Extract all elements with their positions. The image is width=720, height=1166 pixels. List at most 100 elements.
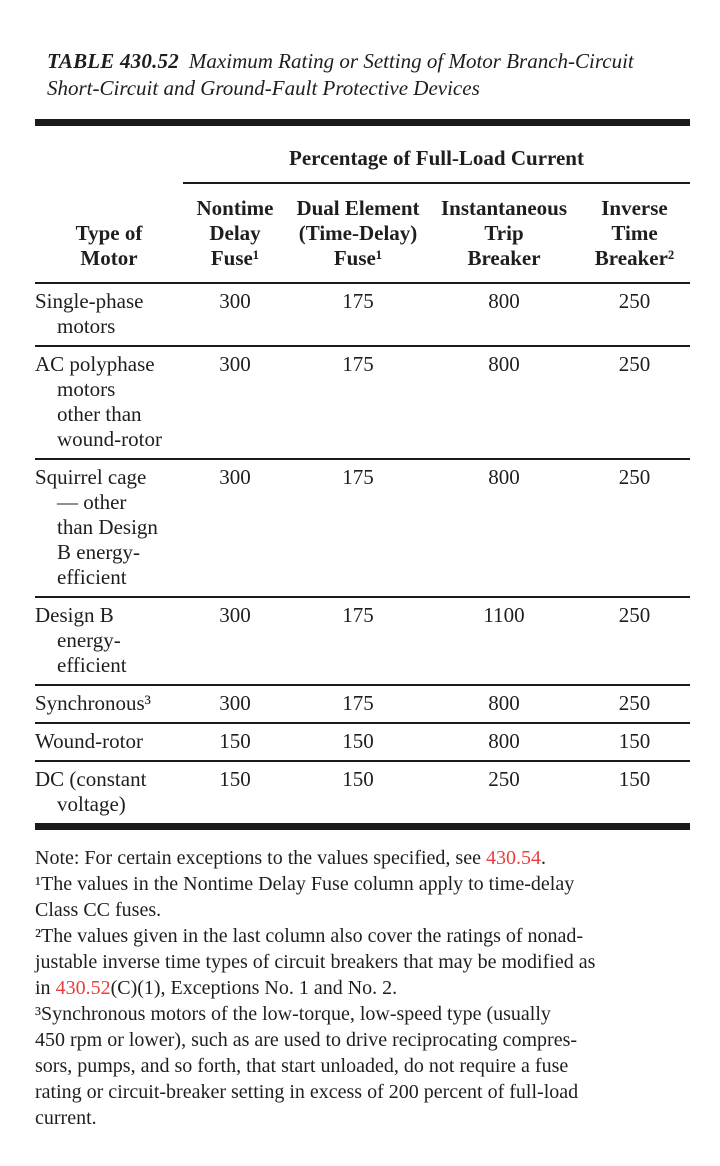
cell-value: 300 [219, 289, 251, 313]
row-label: Wound-rotor [35, 729, 183, 754]
column-header: Type of Motor [35, 221, 183, 271]
cell-value: 250 [488, 767, 520, 791]
note: ³Synchronous motors of the low-torque, l… [35, 1001, 690, 1131]
column-header-line: Trip [484, 221, 524, 245]
cell-value: 250 [618, 465, 651, 489]
note-text: ²The values given in the last column als… [35, 925, 584, 947]
row-label-line: motors [57, 377, 116, 401]
note-line: Class CC fuses. [35, 897, 690, 923]
cell-value: 300 [219, 465, 251, 489]
note-line: ¹The values in the Nontime Delay Fuse co… [35, 871, 690, 897]
cell-value: 175 [342, 465, 374, 489]
code-reference-link[interactable]: 430.52 [55, 977, 111, 999]
row-label: Squirrel cage — other than Design B energy-… [35, 465, 183, 590]
note-text: . [540, 847, 546, 869]
column-header-line: Dual Element [296, 196, 420, 220]
table-row: DC (constant voltage) 150 150 250 150 [35, 762, 690, 823]
row-label: DC (constant voltage) [35, 767, 183, 817]
cell-value: 175 [342, 289, 374, 313]
row-label-line: other than [57, 402, 142, 426]
note-line: 450 rpm or lower), such as are used to d… [35, 1027, 690, 1053]
table-row: AC polyphase motors other than wound-rotor 3… [35, 347, 690, 460]
note-line: justable inverse time types of circuit b… [35, 949, 690, 975]
table-number: TABLE 430.52 [47, 49, 179, 73]
row-label-line: Squirrel cage [35, 465, 147, 489]
column-header: Instantaneous Trip Breaker [429, 196, 579, 271]
note-line: sors, pumps, and so forth, that start un… [35, 1053, 690, 1079]
cell-value: 150 [342, 729, 374, 753]
cell-value: 250 [618, 691, 651, 715]
table-title: TABLE 430.52 Maximum Rating or Setting of… [47, 48, 667, 102]
row-label-line: voltage) [57, 792, 126, 816]
table-row: Synchronous³ 300 175 800 250 [35, 686, 690, 724]
row-label: Synchronous³ [35, 691, 183, 716]
note-line: current. [35, 1105, 690, 1131]
table-row: Single-phase motors 300 175 800 250 [35, 284, 690, 347]
column-header-line: Nontime [196, 196, 274, 220]
row-label-line: — other [57, 490, 127, 514]
column-header-line: Motor [80, 246, 138, 270]
cell-value: 800 [488, 729, 520, 753]
column-header-line: Breaker [467, 246, 541, 270]
column-header-line: Fuse¹ [210, 246, 260, 270]
bottom-rule [35, 823, 690, 830]
cell-value: 300 [219, 603, 251, 627]
column-header-line: Inverse [601, 196, 668, 220]
cell-value: 800 [488, 691, 520, 715]
spanner-header: Percentage of Full-Load Current [183, 126, 690, 184]
note: ¹The values in the Nontime Delay Fuse co… [35, 871, 690, 923]
column-header: Dual Element (Time-Delay) Fuse¹ [287, 196, 429, 271]
row-label-line: Wound-rotor [35, 729, 143, 753]
note-text: current. [35, 1107, 97, 1129]
spanner-row: Percentage of Full-Load Current [35, 126, 690, 184]
cell-value: 300 [219, 691, 251, 715]
row-label-line: energy- [57, 628, 121, 652]
note-line: in 430.52(C)(1), Exceptions No. 1 and No… [35, 975, 690, 1001]
column-header-line: (Time-Delay) [298, 221, 418, 245]
column-header-line: Delay [209, 221, 261, 245]
cell-value: 150 [219, 767, 251, 791]
code-reference-link[interactable]: 430.54 [485, 847, 541, 869]
cell-value: 150 [618, 729, 651, 753]
cell-value: 250 [618, 289, 651, 313]
cell-value: 175 [342, 691, 374, 715]
column-header: Nontime Delay Fuse¹ [183, 196, 287, 271]
cell-value: 1100 [483, 603, 525, 627]
table-row: Squirrel cage — other than Design B energy-… [35, 460, 690, 598]
row-label-line: efficient [57, 653, 127, 677]
table-description: Maximum Rating or Setting of Motor Branc… [47, 49, 634, 100]
cell-value: 250 [618, 603, 651, 627]
row-label-line: Single-phase [35, 289, 144, 313]
note-text: ¹The values in the Nontime Delay Fuse co… [35, 873, 575, 895]
column-header-line: Instantaneous [440, 196, 568, 220]
table-body: Single-phase motors 300 175 800 250 AC polypha… [35, 284, 690, 823]
cell-value: 300 [219, 352, 251, 376]
table-notes: Note: For certain exceptions to the valu… [35, 845, 690, 1131]
top-rule [35, 119, 690, 126]
cell-value: 250 [618, 352, 651, 376]
row-label-line: AC polyphase [35, 352, 155, 376]
row-label-line: than Design [57, 515, 158, 539]
note-text: sors, pumps, and so forth, that start un… [35, 1055, 569, 1077]
row-label-line: motors [57, 314, 116, 338]
note: ²The values given in the last column als… [35, 923, 690, 1001]
table-row: Wound-rotor 150 150 800 150 [35, 724, 690, 762]
cell-value: 175 [342, 352, 374, 376]
cell-value: 150 [219, 729, 251, 753]
cell-value: 800 [488, 465, 520, 489]
note-text: justable inverse time types of circuit b… [35, 951, 596, 973]
row-label-line: DC (constant [35, 767, 147, 791]
table-header-row: Type of Motor Nontime Delay Fuse¹ Dual Elemen… [35, 184, 690, 284]
note-text: (C)(1), Exceptions No. 1 and No. 2. [110, 977, 398, 999]
column-header-line: Type of [75, 221, 143, 245]
note-text: ³Synchronous motors of the low-torque, l… [35, 1003, 551, 1025]
cell-value: 150 [342, 767, 374, 791]
row-label: Single-phase motors [35, 289, 183, 339]
note-text: Class CC fuses. [35, 899, 162, 921]
note-line: rating or circuit-breaker setting in exc… [35, 1079, 690, 1105]
row-label: AC polyphase motors other than wound-rotor [35, 352, 183, 452]
cell-value: 175 [342, 603, 374, 627]
row-label-line: Synchronous³ [35, 691, 151, 715]
